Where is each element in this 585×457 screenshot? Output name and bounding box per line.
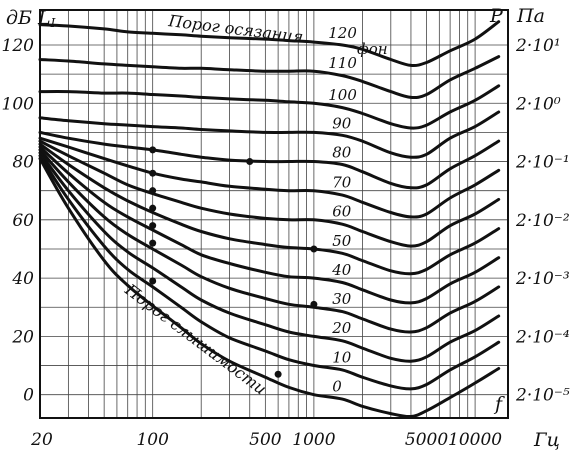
data-marker	[149, 204, 157, 212]
curve-label-100: 100	[328, 86, 357, 104]
curve-label-90: 90	[332, 114, 352, 132]
curve-90-phon	[38, 110, 501, 159]
curve-label-0: 0	[332, 378, 342, 396]
data-marker	[310, 300, 318, 308]
curve-label-bg	[326, 86, 361, 103]
x-tick-10000: 10000	[448, 430, 502, 450]
curve-30-phon	[38, 148, 501, 334]
curve-label-bg	[330, 290, 355, 307]
data-marker	[149, 187, 157, 195]
x-tick-100: 100	[136, 430, 169, 450]
x-axis-unit: Гц	[533, 429, 560, 451]
curve-20-phon	[38, 151, 501, 363]
curve-60-phon	[38, 139, 501, 248]
curve-10-phon	[38, 154, 501, 391]
x-axis-label: f	[493, 393, 505, 415]
curve-label-bg	[330, 377, 345, 394]
curves	[38, 20, 501, 419]
curve-120-phon	[38, 20, 501, 68]
y-axis-right-unit: Па	[516, 5, 545, 27]
curve-label-50: 50	[332, 232, 352, 250]
y-tick-right-60: 2·10⁻²	[515, 211, 570, 231]
curve-label-110: 110	[328, 54, 357, 72]
y-tick-left-120: 120	[2, 36, 35, 56]
grid	[40, 10, 508, 418]
pain-threshold-annotation: Порог осязания	[167, 11, 305, 46]
y-tick-right-0: 2·10⁻⁵	[515, 386, 570, 406]
y-tick-left-20: 20	[11, 327, 34, 347]
curve-label-bg	[330, 143, 355, 160]
phon-unit-label: фон	[357, 40, 388, 58]
x-tick-5000: 5000	[405, 430, 448, 450]
y-axis-left-label: дБ LI	[6, 7, 56, 30]
curve-40-phon	[38, 145, 501, 305]
curve-label-bg	[330, 260, 355, 277]
x-tick-1000: 1000	[292, 430, 335, 450]
curve-label-bg	[330, 231, 355, 248]
data-marker	[149, 222, 157, 230]
data-marker	[149, 277, 157, 285]
data-marker	[149, 169, 157, 177]
y-tick-left-40: 40	[11, 269, 34, 289]
curve-label-bg	[330, 202, 355, 219]
plot-frame	[39, 9, 509, 419]
y-tick-right-40: 2·10⁻³	[515, 269, 570, 289]
curve-label-bg	[330, 173, 355, 190]
curve-label-10: 10	[332, 348, 352, 366]
data-marker	[274, 370, 282, 378]
y-tick-right-20: 2·10⁻⁴	[515, 327, 570, 347]
curve-label-120: 120	[328, 24, 357, 42]
curve-80-phon	[38, 130, 501, 190]
data-marker	[310, 245, 318, 253]
y-axis-right-label: P	[489, 5, 504, 27]
y-tick-right-120: 2·10¹	[515, 36, 561, 56]
curve-50-phon	[38, 142, 501, 276]
curve-label-bg	[330, 114, 355, 131]
curve-label-bg	[326, 54, 361, 71]
data-marker	[149, 239, 157, 247]
y-tick-left-60: 60	[12, 211, 34, 231]
curve-70-phon	[38, 136, 501, 219]
x-tick-20: 20	[30, 430, 53, 450]
x-tick-500: 500	[249, 430, 282, 450]
y-tick-right-80: 2·10⁻¹	[515, 153, 570, 173]
markers	[149, 146, 318, 378]
curve-label-bg	[330, 319, 355, 336]
curve-label-70: 70	[332, 174, 352, 192]
curve-label-60: 60	[332, 203, 352, 221]
y-tick-left-0: 0	[23, 386, 34, 406]
data-marker	[149, 146, 157, 154]
curve-label-20: 20	[331, 319, 352, 337]
curve-label-30: 30	[332, 290, 352, 308]
curve-label-bg	[326, 23, 361, 40]
data-marker	[246, 158, 254, 166]
y-tick-left-80: 80	[12, 153, 34, 173]
curve-label-80: 80	[332, 143, 352, 161]
curve-label-bg	[330, 348, 355, 365]
curve-100-phon	[38, 84, 501, 130]
curve-0-phon	[38, 157, 501, 419]
y-tick-left-100: 100	[2, 94, 35, 114]
curve-110-phon	[38, 55, 501, 100]
curve-label-40: 40	[331, 261, 352, 279]
y-tick-right-100: 2·10⁰	[515, 94, 561, 114]
